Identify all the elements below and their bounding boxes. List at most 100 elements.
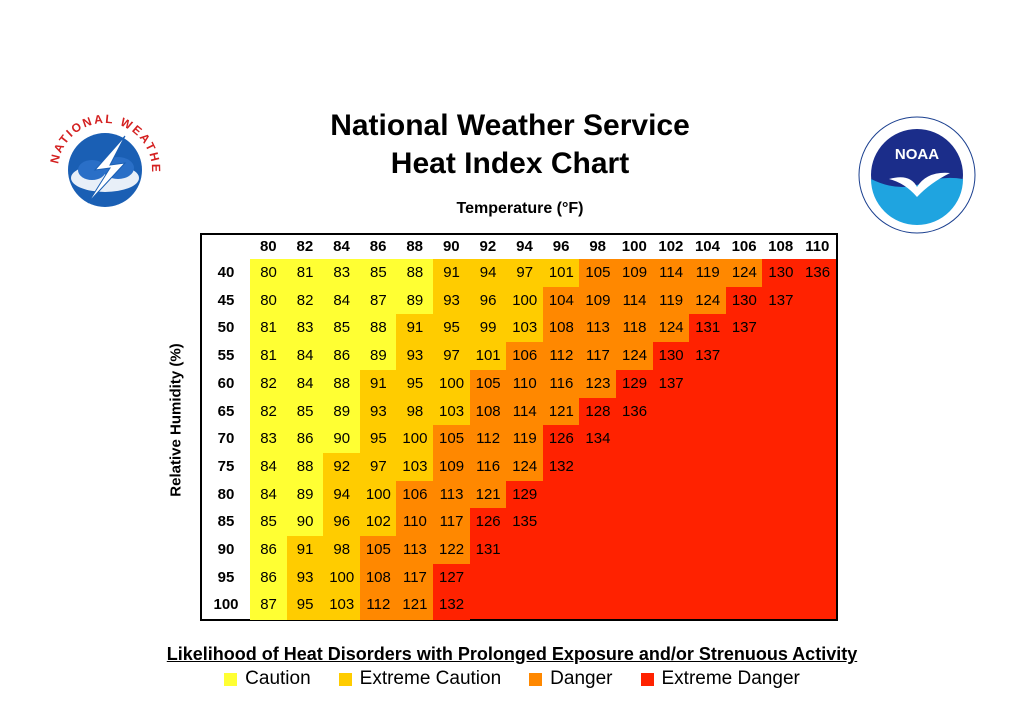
heat-index-cell: 105: [433, 425, 471, 454]
legend-item: Extreme Caution: [338, 668, 502, 690]
heat-index-cell: 84: [286, 369, 324, 398]
temperature-header: 82: [296, 238, 314, 255]
title-line1: National Weather Service: [330, 109, 690, 142]
heat-index-cell: 126: [542, 425, 580, 454]
heat-index-cell: 101: [469, 342, 507, 371]
temperature-header: 84: [333, 238, 350, 255]
heat-index-cell: 109: [579, 286, 617, 315]
heat-index-cell: 116: [542, 369, 580, 398]
heat-index-cell: 129: [506, 480, 544, 509]
humidity-label: 100: [213, 596, 239, 614]
heat-index-cell: 99: [469, 314, 507, 343]
heat-index-cell: 92: [323, 452, 361, 482]
heat-index-cell: 119: [506, 425, 544, 454]
temperature-header: 96: [552, 238, 570, 255]
nws-logo: NATIONAL WEATHER SERVICE: [35, 97, 170, 238]
heat-index-cell: 114: [506, 397, 544, 426]
heat-index-cell: 121: [396, 591, 434, 620]
heat-index-cell: 97: [506, 259, 544, 288]
heat-index-cell: 129: [616, 369, 654, 398]
heat-index-cell: 89: [359, 342, 397, 371]
heat-index-cell: 121: [469, 480, 507, 509]
heat-index-cell: 94: [469, 259, 507, 288]
temperature-header: 102: [658, 238, 684, 255]
heat-index-cell: 85: [286, 397, 324, 426]
heat-index-cell: 87: [250, 591, 288, 620]
heat-index-cell: 100: [506, 286, 544, 315]
heat-index-cell: 93: [286, 563, 324, 592]
temperature-header: 90: [442, 238, 460, 255]
heat-index-cell: 109: [616, 259, 654, 288]
humidity-label: 85: [217, 513, 235, 531]
heat-index-cell: 132: [433, 591, 471, 620]
heat-index-table: 80 82 84 86 88 90 92 94 96 98 100 102 104 106 108 110 40…: [200, 233, 838, 621]
legend-item: Extreme Danger: [640, 668, 800, 690]
heat-index-cell: 98: [396, 397, 434, 426]
heat-index-cell: 124: [506, 452, 544, 482]
heat-index-cell: 95: [396, 369, 434, 398]
heat-index-cell: 130: [652, 342, 690, 371]
heat-index-cell: 103: [396, 452, 434, 482]
heat-index-cell: 128: [579, 397, 617, 426]
heat-index-cell: 108: [542, 314, 580, 343]
legend-label: Extreme Danger: [661, 668, 800, 689]
heat-index-cell: 112: [469, 425, 507, 454]
humidity-label: 80: [217, 485, 235, 503]
legend-swatch: [338, 672, 352, 686]
heat-index-cell: 132: [542, 452, 580, 482]
heat-index-cell: 95: [359, 425, 397, 454]
heat-index-cell: 103: [506, 314, 544, 343]
heat-index-cell: 88: [323, 369, 361, 398]
heat-index-cell: 84: [250, 452, 288, 482]
heat-index-cell: 95: [433, 314, 471, 343]
y-axis-label: Relative Humidity (%): [167, 343, 185, 497]
temperature-header: 94: [516, 238, 533, 255]
legend-swatch: [224, 672, 238, 686]
heat-index-cell: 105: [469, 369, 507, 398]
heat-index-cell: 110: [396, 508, 434, 537]
heat-index-cell: 85: [323, 314, 361, 343]
heat-index-cell: 123: [579, 369, 617, 398]
temperature-header: 110: [805, 238, 830, 255]
legend-swatch: [640, 672, 654, 686]
heat-index-cell: 136: [799, 259, 837, 288]
heat-index-cell: 84: [250, 480, 288, 509]
heat-index-cell: 86: [323, 342, 361, 371]
x-axis-label: Temperature (°F): [456, 200, 584, 217]
heat-index-cell: 135: [506, 508, 544, 537]
temperature-header: 100: [621, 238, 647, 255]
heat-index-cell: 117: [396, 563, 434, 592]
heat-index-cell: 90: [286, 508, 324, 537]
humidity-label: 95: [217, 568, 235, 586]
heat-index-cell: 89: [286, 480, 324, 509]
heat-index-cell: 93: [433, 286, 471, 315]
heat-index-cell: 124: [725, 259, 763, 288]
legend-label: Extreme Caution: [359, 668, 502, 689]
heat-index-cell: 83: [286, 314, 324, 343]
humidity-label: 70: [217, 430, 235, 448]
heat-index-cell: 114: [652, 259, 690, 288]
heat-index-cell: 80: [250, 259, 288, 288]
legend: Caution Extreme Caution Danger Extreme Dang…: [0, 668, 1024, 690]
heat-index-cell: 112: [359, 591, 397, 620]
heat-index-cell: 84: [323, 286, 361, 315]
heat-index-cell: 101: [542, 259, 580, 288]
heat-index-cell: 108: [469, 397, 507, 426]
heat-index-cell: 105: [579, 259, 617, 288]
heat-index-cell: 84: [286, 342, 324, 371]
heat-index-cell: 113: [433, 480, 471, 509]
heat-index-cell: 81: [250, 342, 288, 371]
heat-index-cell: 85: [359, 259, 397, 288]
heat-index-cell: 136: [616, 397, 654, 426]
heat-index-cell: 81: [250, 314, 288, 343]
heat-index-cell: 83: [250, 425, 288, 454]
humidity-label: 45: [217, 291, 235, 309]
heat-index-cell: 100: [396, 425, 434, 454]
heat-index-cell: 91: [359, 369, 397, 398]
heat-index-cell: 93: [396, 342, 434, 371]
noaa-text: NOAA: [895, 146, 939, 163]
temperature-header: 106: [731, 238, 757, 255]
heat-index-cell: 110: [506, 369, 544, 398]
heat-index-cell: 127: [433, 563, 471, 592]
heat-index-cell: 102: [359, 508, 397, 537]
